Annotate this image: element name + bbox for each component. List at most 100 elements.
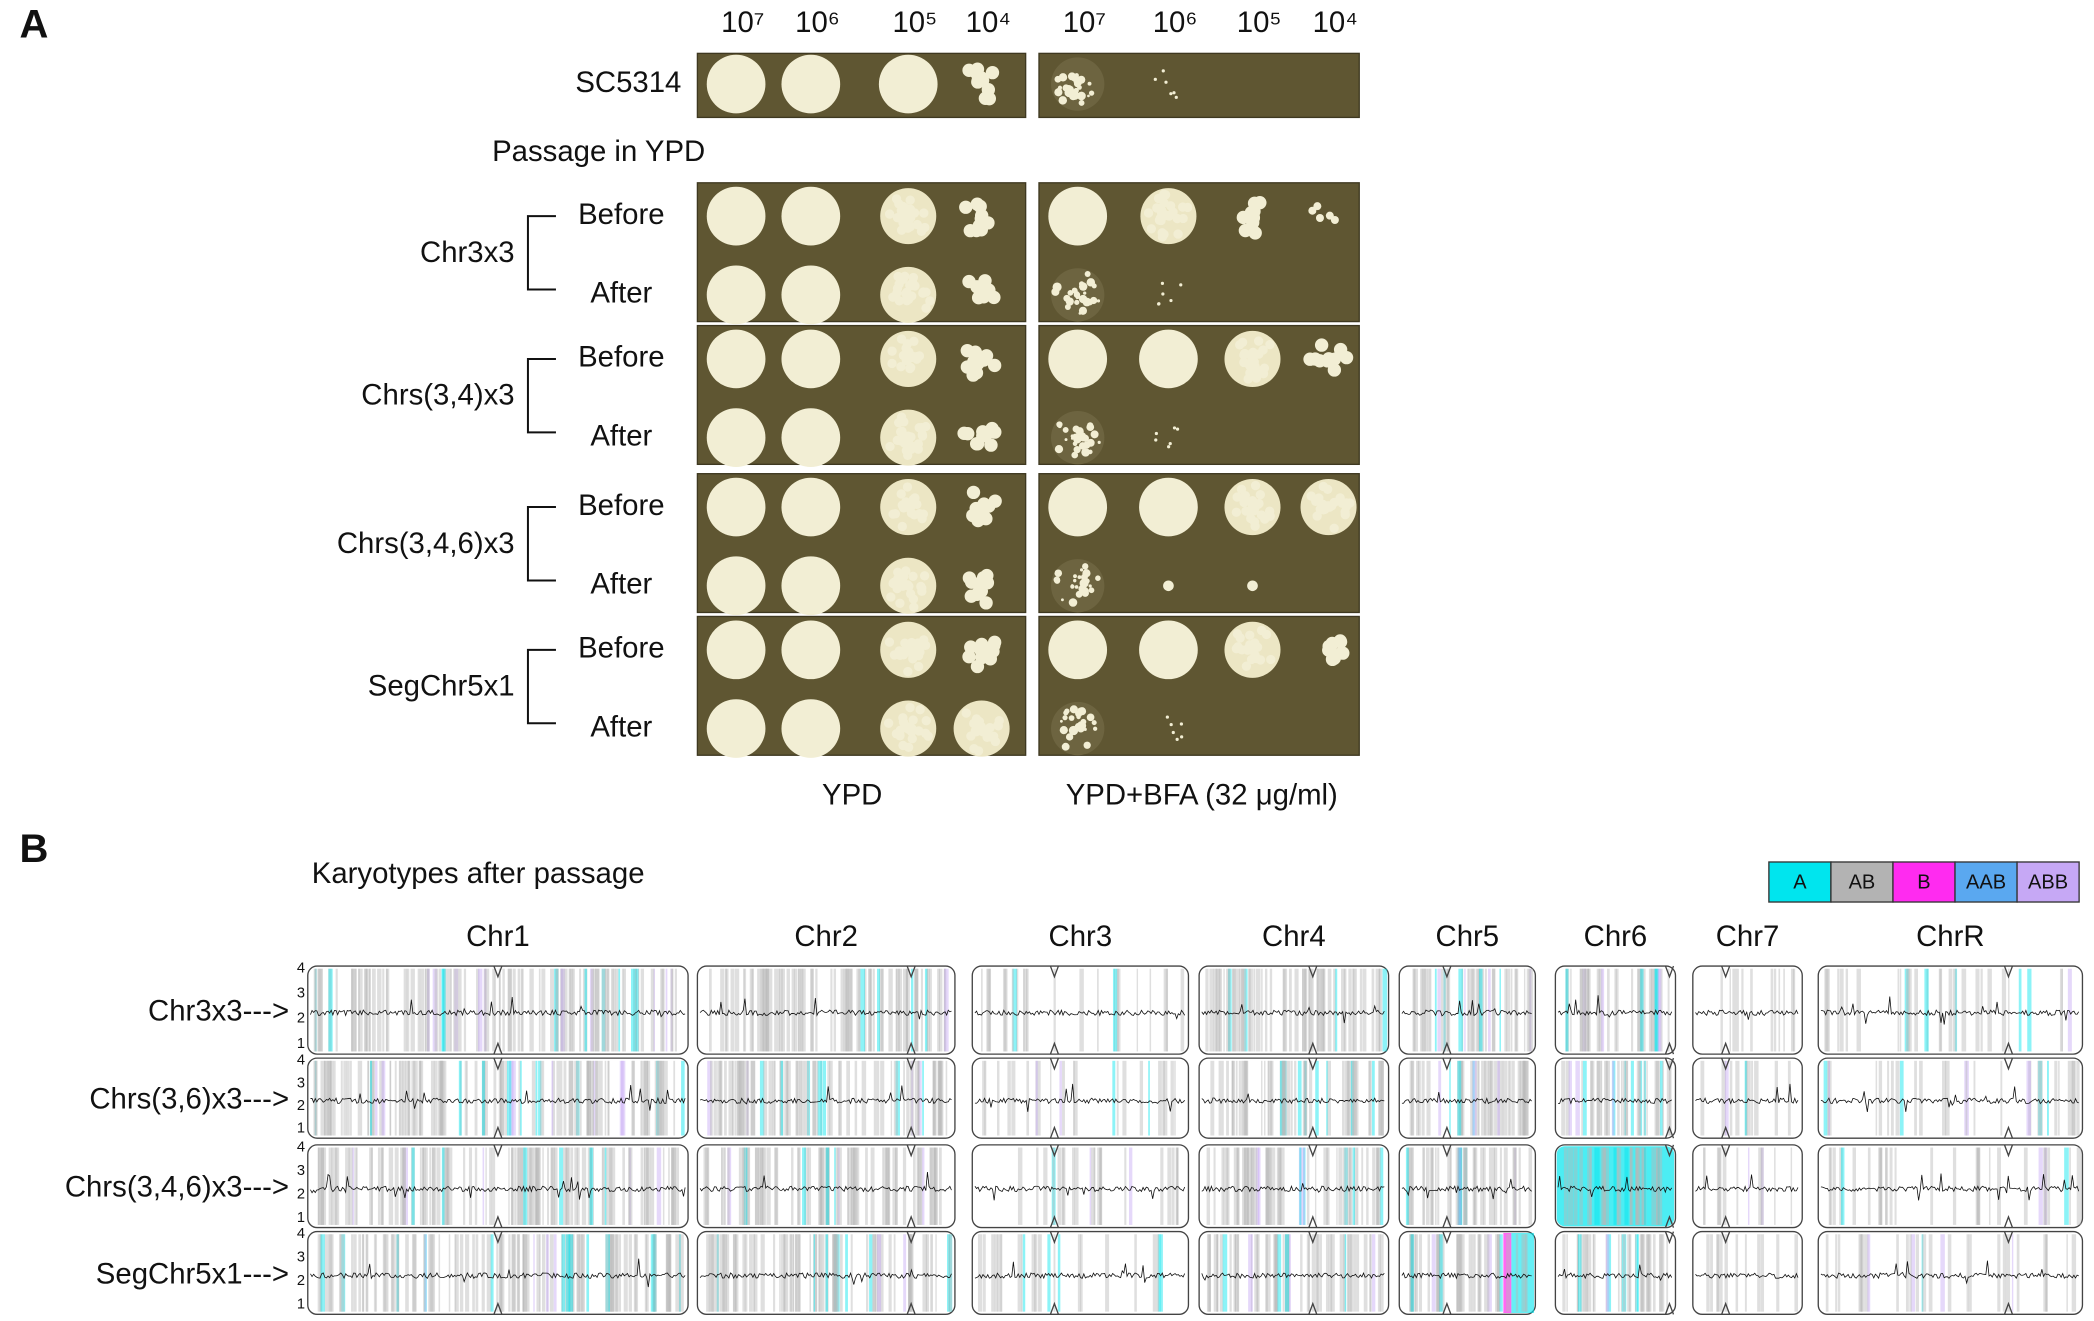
stripe	[1050, 1060, 1052, 1136]
stripe	[525, 1234, 530, 1312]
stripe	[1645, 1234, 1648, 1312]
stripe	[1410, 1234, 1414, 1312]
stripe	[1283, 1060, 1286, 1136]
stripe	[1176, 1147, 1179, 1225]
stripe	[1526, 968, 1531, 1052]
stripe	[1642, 968, 1646, 1052]
colony	[969, 366, 984, 380]
stripe	[665, 1234, 671, 1312]
karyotype-track	[1198, 1057, 1390, 1139]
stripe	[1590, 1060, 1593, 1136]
stripe	[922, 1147, 925, 1225]
stripe	[1376, 1147, 1379, 1225]
stripe	[496, 1234, 499, 1312]
stripe	[1622, 1234, 1626, 1312]
stripe	[812, 1060, 817, 1136]
stripe	[438, 1234, 441, 1312]
stripe	[895, 1147, 898, 1225]
stripe	[1658, 1234, 1661, 1312]
stripe	[329, 1060, 334, 1136]
chromosome-label: Chr4	[1262, 920, 1326, 953]
stripe	[751, 968, 754, 1052]
stripe	[886, 1147, 890, 1225]
stripe	[1575, 1060, 1580, 1136]
stripe	[1410, 1147, 1414, 1225]
stripe	[354, 1147, 358, 1225]
stripe	[772, 1060, 775, 1136]
colony	[896, 489, 906, 499]
stripe	[1276, 1147, 1282, 1225]
stripe	[369, 1060, 375, 1136]
colony	[1261, 629, 1272, 640]
stripe	[799, 1234, 801, 1312]
chromosome-label: Chr5	[1436, 920, 1500, 953]
stripe	[779, 1060, 784, 1136]
stripe	[785, 1060, 789, 1136]
stripe	[615, 1234, 619, 1312]
stripe	[328, 968, 333, 1052]
stripe	[847, 1147, 849, 1225]
track-frame	[696, 965, 956, 1055]
stripe	[439, 1060, 443, 1136]
stripe	[1852, 1147, 1856, 1225]
stripe	[2067, 968, 2072, 1052]
stripe	[538, 1060, 542, 1136]
stripe	[1744, 1060, 1748, 1136]
colony	[1082, 441, 1090, 449]
stripe	[1565, 968, 1569, 1052]
stripe	[762, 968, 765, 1052]
stripe	[914, 968, 918, 1052]
stripe	[1617, 1060, 1620, 1136]
colony	[915, 705, 925, 715]
spot	[781, 186, 841, 246]
stripe	[1829, 1147, 1833, 1225]
stripe	[1320, 968, 1325, 1052]
stripe	[411, 1147, 415, 1225]
stripe	[1148, 1060, 1150, 1136]
stripe	[846, 968, 849, 1052]
stripe	[671, 1147, 676, 1225]
stripe	[1255, 968, 1261, 1052]
stripe	[1656, 1147, 1660, 1225]
spot	[781, 620, 841, 680]
stripe	[358, 968, 360, 1052]
stripe	[1268, 1060, 1273, 1136]
stripe	[917, 968, 919, 1052]
stripe	[853, 1147, 858, 1225]
coverage-trace	[1695, 1009, 1799, 1020]
colony	[1067, 289, 1074, 296]
stripe	[407, 1060, 411, 1136]
stripe	[1226, 968, 1231, 1052]
stripe	[1411, 1060, 1414, 1136]
colony	[896, 225, 907, 235]
stripe	[439, 1060, 443, 1136]
stripe	[424, 1234, 427, 1312]
stripe	[511, 1147, 514, 1225]
stripe	[1023, 968, 1028, 1052]
centromere	[493, 1144, 503, 1228]
stripe	[1267, 1147, 1272, 1225]
stripe	[1720, 1234, 1723, 1312]
stripe	[1964, 1060, 1969, 1136]
colony	[1250, 521, 1260, 531]
colony	[1240, 491, 1250, 501]
stripe	[744, 1234, 748, 1312]
stripe	[574, 1060, 578, 1136]
stripe	[893, 1060, 898, 1136]
coverage-trace	[1820, 1260, 2079, 1285]
stripe	[1322, 968, 1326, 1052]
colony	[1165, 201, 1176, 211]
stripe	[401, 1147, 406, 1225]
colony	[913, 661, 924, 672]
stripe	[839, 1147, 842, 1225]
stripe	[317, 968, 321, 1052]
colony	[1153, 77, 1157, 81]
spot	[706, 477, 766, 537]
stripe	[424, 968, 427, 1052]
stripe	[402, 1060, 406, 1136]
stripe	[507, 1060, 512, 1136]
coverage-trace	[699, 998, 952, 1020]
copy-number-tick: 1	[297, 1036, 305, 1052]
stripe	[1586, 1234, 1592, 1312]
